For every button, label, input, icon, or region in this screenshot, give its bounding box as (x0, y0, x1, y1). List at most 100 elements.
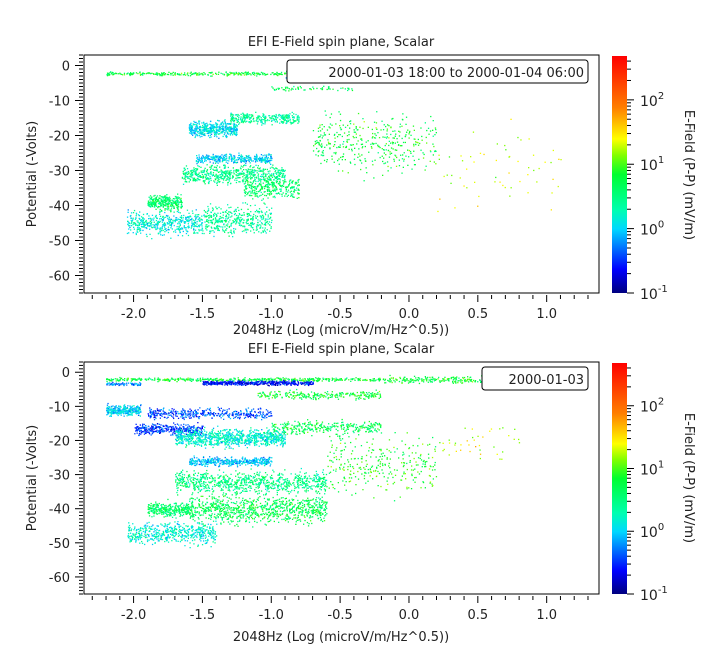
data-point (359, 135, 360, 136)
data-point (225, 171, 226, 172)
data-point (190, 75, 191, 76)
data-point (156, 206, 157, 207)
data-point (229, 226, 230, 227)
data-point (291, 193, 292, 194)
data-point (286, 190, 287, 191)
data-point (281, 169, 282, 170)
data-point (170, 224, 171, 225)
data-point (147, 204, 148, 205)
data-point (252, 191, 253, 192)
legend-text: 2000-01-03 18:00 to 2000-01-04 06:00 (328, 66, 584, 81)
data-point (203, 177, 204, 178)
colorbar-tick-label: 100 (640, 220, 664, 239)
data-point (225, 176, 226, 177)
data-point (168, 379, 169, 380)
data-point (197, 131, 198, 132)
data-point (293, 116, 294, 117)
data-point (451, 175, 452, 176)
data-point (214, 134, 215, 135)
data-point (354, 154, 355, 155)
data-point (234, 211, 235, 212)
data-point (298, 121, 299, 122)
data-point (519, 181, 520, 182)
data-point (178, 198, 179, 199)
data-point (224, 132, 225, 133)
data-point (409, 137, 410, 138)
data-point (344, 132, 345, 133)
data-point (158, 233, 159, 234)
data-point (351, 88, 352, 89)
data-point (244, 74, 245, 75)
data-point (395, 136, 396, 137)
data-point (267, 191, 268, 192)
x-axis-label: 2048Hz (Log (microV/m/Hz^0.5)) (233, 323, 449, 338)
data-point (250, 117, 251, 118)
data-point (173, 198, 174, 199)
data-point (235, 213, 236, 214)
data-point (272, 379, 273, 380)
data-point (239, 181, 240, 182)
data-point (180, 378, 181, 379)
data-point (246, 229, 247, 230)
data-point (396, 166, 397, 167)
data-point (167, 204, 168, 205)
y-tick-label: -50 (49, 235, 70, 250)
data-point (190, 123, 191, 124)
data-point (127, 73, 128, 74)
data-point (505, 187, 506, 188)
data-point (141, 224, 142, 225)
data-point (153, 195, 154, 196)
data-point (178, 235, 179, 236)
data-point (201, 171, 202, 172)
data-point (226, 228, 227, 229)
data-point (281, 87, 282, 88)
data-point (176, 196, 177, 197)
data-point (224, 226, 225, 227)
data-point (319, 136, 320, 137)
data-point (136, 220, 137, 221)
data-point (148, 72, 149, 73)
data-point (223, 379, 224, 380)
data-point (430, 161, 431, 162)
data-point (231, 133, 232, 134)
data-point (285, 88, 286, 89)
data-point (164, 197, 165, 198)
data-point (148, 222, 149, 223)
data-point (189, 176, 190, 177)
data-point (220, 156, 221, 157)
data-point (242, 171, 243, 172)
data-point (270, 178, 271, 179)
data-point (131, 220, 132, 221)
data-point (356, 137, 357, 138)
data-point (283, 171, 284, 172)
data-point (177, 202, 178, 203)
data-point (241, 160, 242, 161)
data-point (134, 378, 135, 379)
data-point (283, 192, 284, 193)
data-point (122, 74, 123, 75)
data-point (238, 215, 239, 216)
data-point (232, 134, 233, 135)
data-point (346, 377, 347, 378)
data-point (235, 130, 236, 131)
data-point (248, 225, 249, 226)
data-point (124, 380, 125, 381)
data-point (211, 180, 212, 181)
data-point (265, 213, 266, 214)
data-point (168, 206, 169, 207)
data-point (286, 189, 287, 190)
data-point (250, 230, 251, 231)
data-point (328, 142, 329, 143)
data-point (136, 213, 137, 214)
data-point (247, 216, 248, 217)
data-point (395, 143, 396, 144)
data-point (177, 204, 178, 205)
data-point (196, 223, 197, 224)
data-point (387, 124, 388, 125)
data-point (161, 218, 162, 219)
data-point (272, 165, 273, 166)
data-point (262, 194, 263, 195)
data-point (320, 134, 321, 135)
data-point (226, 178, 227, 179)
data-point (265, 176, 266, 177)
